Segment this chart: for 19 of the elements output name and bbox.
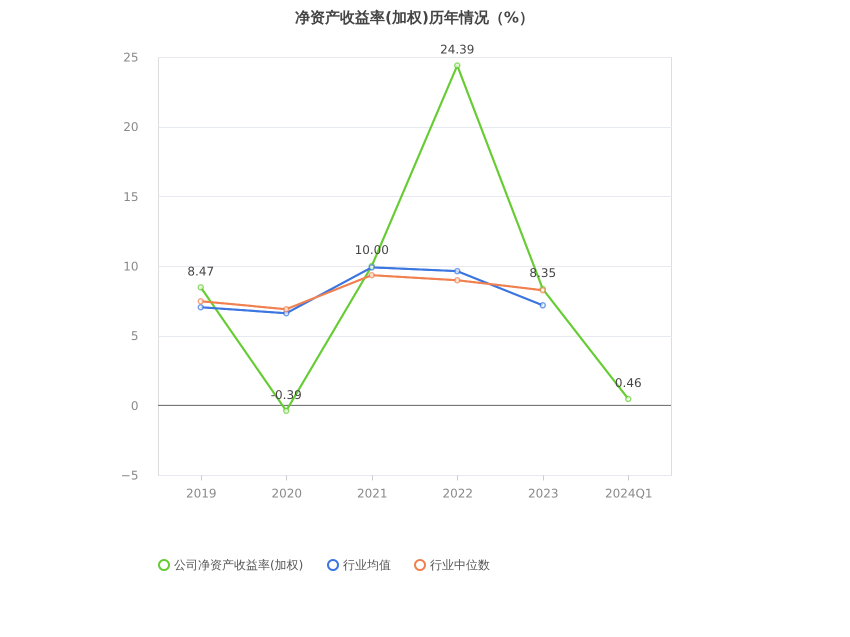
x-tick-label: 2022 xyxy=(442,486,474,500)
x-tick-label: 2019 xyxy=(186,486,217,500)
legend-label: 公司净资产收益率(加权) xyxy=(174,558,304,572)
chart-title: 净资产收益率(加权)历年情况（%） xyxy=(295,8,534,26)
data-label: 24.39 xyxy=(440,42,474,56)
legend-label: 行业中位数 xyxy=(430,558,490,572)
y-tick-label: 0 xyxy=(130,398,138,413)
y-tick-label: 5 xyxy=(130,329,138,344)
y-tick-label: 15 xyxy=(123,190,138,204)
x-tick-label: 2021 xyxy=(356,486,388,500)
x-tick-label: 2020 xyxy=(271,486,302,500)
y-tick-label: 10 xyxy=(123,260,138,274)
data-label: 8.47 xyxy=(187,264,214,278)
x-tick-label: 2023 xyxy=(528,486,559,500)
legend-label: 行业均值 xyxy=(343,558,391,572)
y-tick-label: 20 xyxy=(123,120,138,134)
x-tick-label: 2024Q1 xyxy=(604,486,653,500)
y-tick-label: 25 xyxy=(123,50,138,64)
y-tick-label: −5 xyxy=(120,468,138,482)
